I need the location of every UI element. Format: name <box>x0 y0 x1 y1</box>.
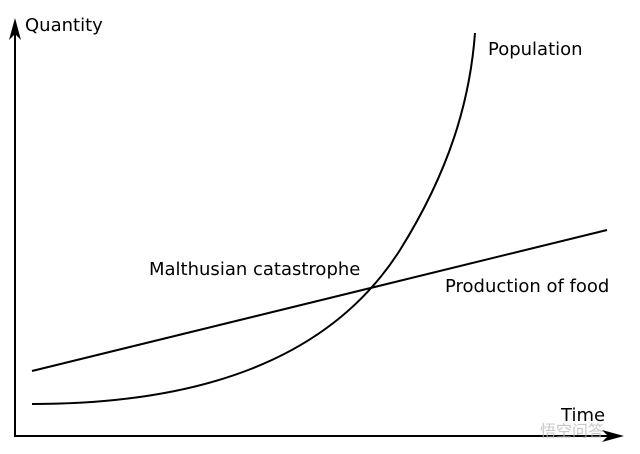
population-label: Population <box>488 39 583 60</box>
catastrophe-label: Malthusian catastrophe <box>149 259 360 280</box>
y-axis-arrow <box>9 18 21 40</box>
x-axis-label: Time <box>560 405 605 426</box>
x-axis-arrow <box>602 430 624 442</box>
population-curve <box>31 32 476 405</box>
y-axis-label: Quantity <box>25 15 103 36</box>
food-label: Production of food <box>445 276 609 297</box>
food-line <box>31 229 608 372</box>
watermark: 悟空问答 <box>540 422 604 441</box>
